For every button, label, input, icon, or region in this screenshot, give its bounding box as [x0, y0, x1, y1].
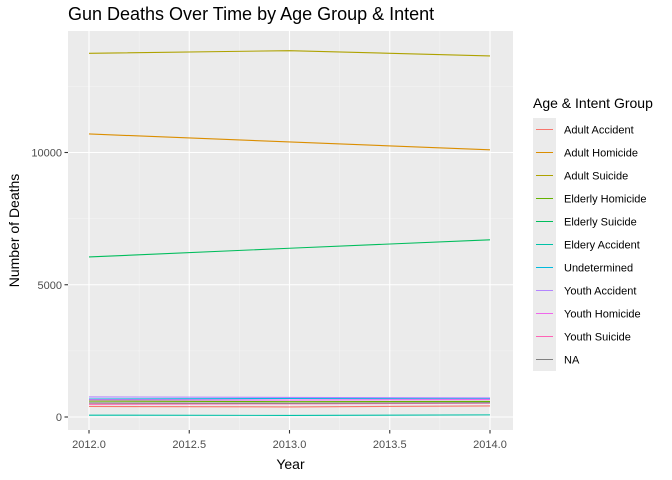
series-line-adult-suicide	[88, 50, 491, 57]
x-tick-label: 2013.0	[273, 439, 307, 451]
minor-gridlines	[68, 31, 513, 430]
legend-label: Eldery Accident	[564, 240, 640, 252]
x-tick-label: 2014.0	[473, 439, 507, 451]
legend-items: Adult Accident Adult Homicide Adult Suicid…	[533, 118, 647, 371]
legend-label: Elderly Homicide	[564, 194, 647, 206]
legend-item: Elderly Homicide	[533, 187, 647, 210]
legend-label: Elderly Suicide	[564, 217, 637, 229]
x-tick-label: 2012.5	[172, 439, 206, 451]
y-axis: 0 5000 10000	[31, 148, 68, 424]
legend-label: Youth Suicide	[564, 332, 631, 344]
plot-panel	[68, 31, 513, 430]
x-tick-label: 2013.5	[373, 439, 407, 451]
series-line-adult-homicide	[88, 133, 491, 151]
legend-item: NA	[533, 348, 580, 371]
series-line-elderly-suicide	[88, 239, 491, 258]
legend-item: Adult Suicide	[533, 164, 628, 187]
legend-title: Age & Intent Group	[533, 95, 653, 111]
series-line-adult-accident	[88, 405, 491, 408]
legend-item: Youth Accident	[533, 279, 636, 302]
x-tick-label: 2012.0	[72, 439, 106, 451]
x-axis: 2012.0 2012.5 2013.0 2013.5 2014.0	[72, 430, 507, 451]
series-line-elderly-homicide	[88, 400, 491, 403]
series-lines	[88, 50, 491, 416]
legend-item: Youth Suicide	[533, 325, 631, 348]
legend-label: NA	[564, 355, 580, 367]
x-axis-title: Year	[276, 456, 305, 472]
legend: Age & Intent Group Adult Accident Adult H…	[533, 95, 653, 371]
major-gridlines	[68, 31, 513, 430]
series-line-youth-homicide	[88, 398, 491, 401]
y-tick-label: 10000	[31, 148, 62, 160]
legend-label: Youth Accident	[564, 286, 636, 298]
legend-item: Adult Accident	[533, 118, 634, 141]
y-tick-label: 5000	[38, 280, 62, 292]
series-line-youth-accident	[88, 396, 491, 399]
series-line-na	[88, 402, 491, 404]
legend-label: Youth Homicide	[564, 309, 641, 321]
legend-item: Undetermined	[533, 256, 633, 279]
series-line-undetermined	[88, 397, 491, 400]
y-axis-title: Number of Deaths	[6, 174, 22, 288]
legend-item: Youth Homicide	[533, 302, 641, 325]
chart-title: Gun Deaths Over Time by Age Group & Inte…	[68, 4, 434, 24]
legend-item: Adult Homicide	[533, 141, 638, 164]
y-tick-label: 0	[56, 412, 62, 424]
legend-item: Eldery Accident	[533, 233, 640, 256]
legend-label: Adult Homicide	[564, 148, 638, 160]
series-line-eldery-accident	[88, 414, 491, 416]
legend-label: Adult Accident	[564, 125, 634, 137]
legend-label: Undetermined	[564, 263, 633, 275]
legend-label: Adult Suicide	[564, 171, 628, 183]
legend-item: Elderly Suicide	[533, 210, 637, 233]
